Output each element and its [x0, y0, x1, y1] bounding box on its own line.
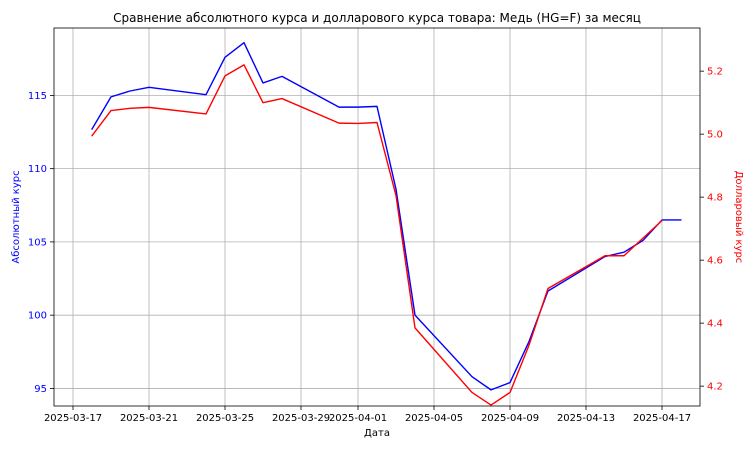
- y-axis-right-label: Долларовый курс: [733, 171, 744, 264]
- x-tick-label: 2025-03-25: [196, 413, 254, 424]
- series: [91, 41, 682, 406]
- y-axis-left: 95 100 105 110 115: [28, 91, 54, 395]
- y-left-tick-label: 95: [34, 384, 47, 395]
- y-left-tick-label: 105: [28, 237, 47, 248]
- y-axis-left-label: Абсолютный курс: [11, 170, 22, 263]
- y-axis-right: 4.2 4.4 4.6 4.8 5.0 5.2: [700, 67, 723, 393]
- x-tick-label: 2025-04-17: [633, 413, 691, 424]
- y-right-tick-label: 4.6: [707, 256, 723, 267]
- x-axis: 2025-03-17 2025-03-21 2025-03-25 2025-03-29…: [44, 406, 691, 424]
- x-tick-label: 2025-04-01: [329, 413, 387, 424]
- y-right-tick-label: 4.2: [707, 382, 723, 393]
- x-tick-label: 2025-03-21: [120, 413, 178, 424]
- y-right-tick-label: 4.4: [707, 319, 723, 330]
- x-tick-label: 2025-04-13: [557, 413, 615, 424]
- x-axis-label: Дата: [364, 428, 390, 439]
- x-tick-label: 2025-03-17: [44, 413, 102, 424]
- y-right-tick-label: 4.8: [707, 193, 723, 204]
- y-left-tick-label: 100: [28, 311, 47, 322]
- plot-frame: [53, 27, 701, 407]
- y-left-tick-label: 115: [28, 91, 47, 102]
- y-right-tick-label: 5.0: [707, 130, 723, 141]
- grid: [54, 28, 700, 406]
- chart-title: Сравнение абсолютного курса и долларовог…: [113, 11, 641, 25]
- y-left-tick-label: 110: [28, 164, 47, 175]
- x-tick-label: 2025-04-05: [405, 413, 463, 424]
- y-right-tick-label: 5.2: [707, 67, 723, 78]
- x-tick-label: 2025-03-29: [272, 413, 330, 424]
- series-line-dollar: [91, 64, 663, 406]
- x-tick-label: 2025-04-09: [481, 413, 539, 424]
